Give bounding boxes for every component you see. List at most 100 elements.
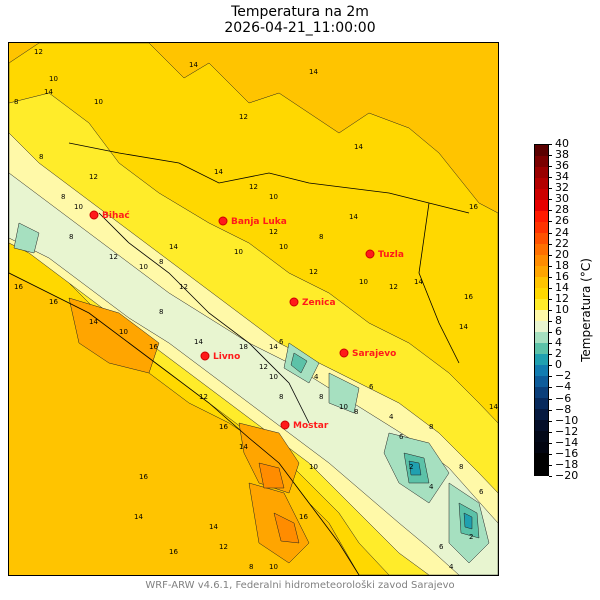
contour-6-region <box>13 222 490 564</box>
colorbar-tick-mark <box>549 155 552 157</box>
contour-label: 10 <box>309 463 318 471</box>
contour-label: 8 <box>249 563 253 571</box>
contour-label: 12 <box>179 283 188 291</box>
contour-label: 12 <box>269 228 278 236</box>
contour-label: 14 <box>309 68 318 76</box>
city-label: Bihać <box>102 210 130 221</box>
colorbar <box>534 144 549 476</box>
contour-label: 10 <box>74 203 83 211</box>
contour-label: 12 <box>34 48 43 56</box>
colorbar-tick-mark <box>549 276 552 278</box>
city-marker <box>89 210 99 220</box>
colorbar-tick-mark <box>549 321 552 323</box>
contour-label: 2 <box>469 533 473 541</box>
city-label: Zenica <box>302 298 336 308</box>
colorbar-tick-label: 40 <box>555 137 569 150</box>
contour-label: 10 <box>269 193 278 201</box>
colorbar-tick-mark <box>549 453 552 455</box>
contour-label: 12 <box>259 363 268 371</box>
contour-label: 10 <box>94 98 103 106</box>
contour-label: 14 <box>44 88 53 96</box>
contour-8-region <box>9 172 498 575</box>
contour-label: 12 <box>239 113 248 121</box>
contour-label: 18 <box>239 343 248 351</box>
city-label: Banja Luka <box>231 217 287 227</box>
colorbar-label: Temperatura (°C) <box>579 258 593 362</box>
coastline <box>9 272 360 575</box>
contour-label: 8 <box>279 393 283 401</box>
contour-label: 14 <box>239 443 248 451</box>
colorbar-tick-mark <box>549 232 552 234</box>
city-marker <box>200 351 210 361</box>
colorbar-tick-mark <box>549 254 552 256</box>
contour-label: 14 <box>349 213 358 221</box>
contour-label: 8 <box>61 193 65 201</box>
contour-label: 14 <box>269 343 278 351</box>
contour-label: 4 <box>389 413 394 421</box>
contour-label: 14 <box>194 338 203 346</box>
colorbar-tick-label: 38 <box>555 148 569 162</box>
contour-label: 10 <box>339 403 348 411</box>
contour-label: 6 <box>399 433 404 441</box>
contour-label: 10 <box>269 373 278 381</box>
contour-label: 14 <box>134 513 143 521</box>
contour-label: 14 <box>459 323 468 331</box>
colorbar-tick-label: −2 <box>555 369 572 383</box>
contour-18-region <box>68 297 310 564</box>
colorbar-tick-mark <box>549 287 552 289</box>
contour-label: 6 <box>369 383 374 391</box>
contour-label: 10 <box>269 563 278 571</box>
city-label: Sarajevo <box>352 349 396 359</box>
colorbar-tick-label: 24 <box>555 225 569 239</box>
colorbar-tick-label: 18 <box>555 258 569 272</box>
contour-label: 14 <box>89 318 98 326</box>
contour-label: 6 <box>279 338 284 346</box>
colorbar-tick-label: −18 <box>555 457 579 471</box>
city-label: Mostar <box>293 421 329 431</box>
footer-credit: WRF-ARW v4.6.1, Federalni hidrometeorolo… <box>145 580 455 591</box>
colorbar-tick-label: −10 <box>555 413 579 427</box>
contour-label: 6 <box>439 543 444 551</box>
colorbar-tick-mark <box>549 188 552 190</box>
contour-label: 16 <box>464 293 473 301</box>
contour-label: 4 <box>314 373 319 381</box>
contour-label: 16 <box>299 513 308 521</box>
colorbar-tick-label: 28 <box>555 203 569 217</box>
contour-label: 14 <box>209 523 218 531</box>
contour-label: 4 <box>429 483 434 491</box>
contour-label: 2 <box>409 463 413 471</box>
colorbar-tick-label: −12 <box>555 424 579 438</box>
contour-label: 8 <box>159 258 163 266</box>
colorbar-tick-mark <box>549 210 552 212</box>
colorbar-tick-label: 22 <box>555 236 569 250</box>
colorbar-tick-label: 26 <box>555 214 569 228</box>
colorbar-tick-mark <box>549 387 552 389</box>
city-marker <box>289 297 299 307</box>
colorbar-tick-label: 4 <box>555 336 562 350</box>
contour-label: 16 <box>219 423 228 431</box>
colorbar-tick-label: 12 <box>555 291 569 305</box>
contour-label: 10 <box>49 75 58 83</box>
city-label: Tuzla <box>378 250 404 260</box>
contour-label: 12 <box>309 268 318 276</box>
colorbar-tick-mark <box>549 464 552 466</box>
contour-label: 12 <box>89 173 98 181</box>
contour-label: 10 <box>139 263 148 271</box>
map-canvas: 1210141410812141210148810121416812101481… <box>9 43 498 575</box>
contour-label: 14 <box>214 168 223 176</box>
contour-label: 16 <box>469 203 478 211</box>
contour-label: 14 <box>169 243 178 251</box>
contour-label: 8 <box>354 408 358 416</box>
colorbar-tick-mark <box>549 409 552 411</box>
colorbar-tick-mark <box>549 354 552 356</box>
city-marker <box>365 249 375 259</box>
contour-label: 16 <box>149 343 158 351</box>
contour-label: 14 <box>189 61 198 69</box>
colorbar-tick-mark <box>549 310 552 311</box>
contour-label: 4 <box>449 563 454 571</box>
contour-label: 10 <box>234 248 243 256</box>
colorbar-tick-label: 36 <box>555 159 569 173</box>
contour-label: 8 <box>39 153 43 161</box>
contour-label: 14 <box>414 278 423 286</box>
contour-label: 12 <box>249 183 258 191</box>
